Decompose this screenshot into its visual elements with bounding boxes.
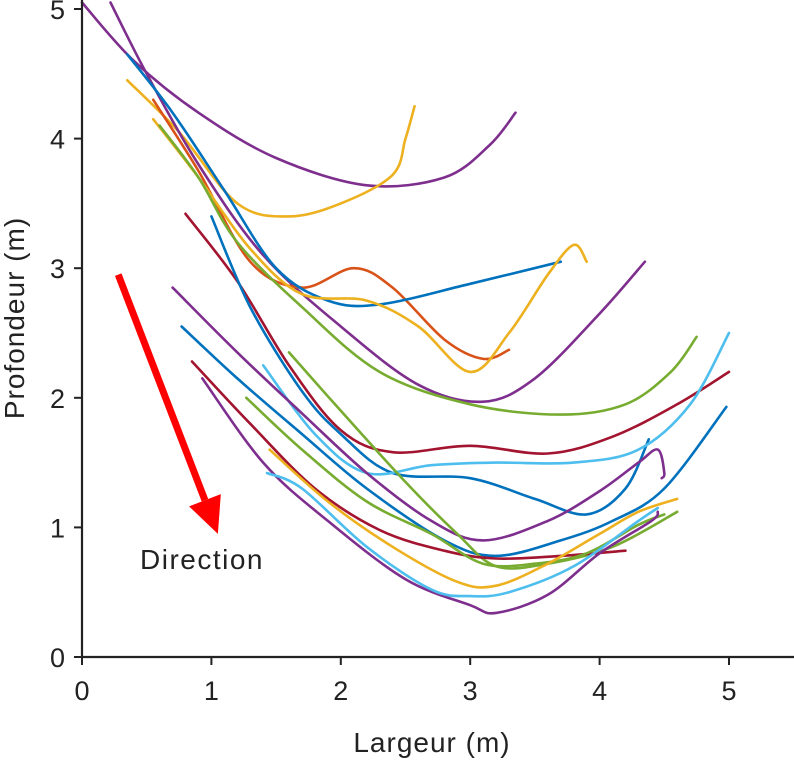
series-line-3	[109, 1, 647, 404]
series-line-7	[158, 124, 698, 416]
series-line-17	[268, 448, 679, 589]
series-line-8	[184, 212, 731, 455]
axes-layer: 0 1 2 3 4 5 0 1 2 3 4 5	[50, 0, 794, 706]
direction-annotation: Direction	[140, 544, 264, 575]
x-tick-label: 3	[463, 676, 478, 706]
direction-arrow-head	[189, 494, 221, 534]
series-line-6	[151, 117, 588, 374]
series-line-11	[171, 286, 666, 542]
series-line-16	[201, 377, 660, 615]
series-line-10	[261, 331, 731, 476]
y-tick-label: 3	[50, 254, 65, 284]
series-line-9	[210, 215, 651, 516]
y-tick-label: 4	[50, 125, 65, 155]
y-axis-title: Profondeur (m)	[0, 217, 30, 419]
direction-arrow-shaft	[114, 273, 209, 502]
annotation-layer: Direction	[114, 273, 264, 575]
series-line-14	[190, 360, 627, 560]
series-line-4	[151, 98, 511, 361]
series-layer	[80, 1, 731, 615]
series-line-1	[80, 1, 517, 188]
series-line-18	[265, 471, 660, 598]
y-tick-label: 1	[50, 513, 65, 543]
y-tick-label: 2	[50, 384, 65, 414]
x-axis-title: Largeur (m)	[353, 727, 510, 758]
x-tick-label: 1	[204, 676, 219, 706]
y-tick-label: 5	[50, 0, 65, 25]
y-tick-label: 0	[50, 643, 65, 673]
series-line-5	[126, 53, 563, 308]
x-tick-label: 4	[592, 676, 607, 706]
x-tick-label: 0	[74, 676, 89, 706]
series-line-12	[180, 325, 728, 558]
x-tick-label: 2	[333, 676, 348, 706]
series-line-2	[126, 79, 416, 218]
x-tick-label: 5	[721, 676, 736, 706]
